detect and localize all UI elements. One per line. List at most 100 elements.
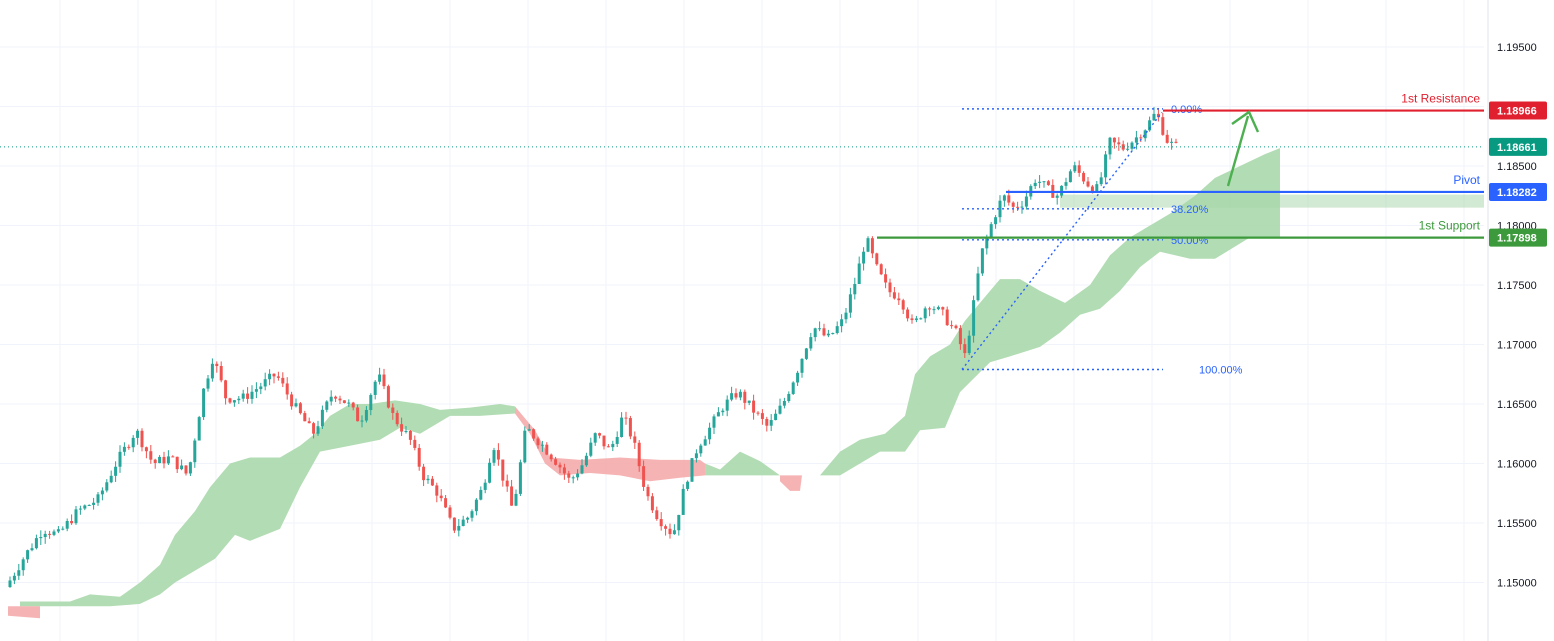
- candle-body: [39, 537, 43, 539]
- candle-body: [1038, 181, 1042, 183]
- arrow-shaft: [1226, 115, 1250, 187]
- candle-body: [1082, 172, 1086, 182]
- candle-body: [549, 454, 553, 460]
- candle-body: [954, 325, 958, 329]
- candle-body: [571, 477, 575, 479]
- candle-body: [633, 436, 637, 443]
- candle-body: [140, 430, 144, 448]
- candle-body: [928, 308, 932, 310]
- candle-body: [26, 550, 30, 560]
- candle-body: [329, 396, 333, 402]
- candle-body: [52, 531, 56, 535]
- candle-body: [1016, 206, 1020, 208]
- candle-body: [153, 459, 157, 464]
- candle-body: [457, 525, 461, 531]
- fib-label: 38.20%: [1171, 204, 1209, 216]
- candle-body: [800, 358, 804, 373]
- pivot-badge-label: 1.18282: [1497, 187, 1537, 199]
- candle-body: [422, 466, 426, 481]
- candle-body: [87, 504, 91, 506]
- y-tick-label: 1.15500: [1497, 518, 1537, 530]
- candle-body: [972, 300, 976, 336]
- candle-body: [210, 363, 214, 379]
- candle-body: [228, 398, 232, 403]
- candle-body: [1011, 202, 1015, 207]
- candle-body: [862, 251, 866, 264]
- candle-body: [21, 559, 25, 571]
- candle-body: [989, 224, 993, 238]
- candle-body: [1042, 181, 1046, 183]
- candles: [8, 107, 1178, 588]
- candle-body: [1046, 181, 1050, 185]
- candle-body: [175, 456, 179, 470]
- candle-body: [672, 530, 676, 535]
- candle-body: [870, 238, 874, 254]
- candle-body: [303, 413, 307, 422]
- candle-body: [936, 307, 940, 310]
- candle-body: [426, 478, 430, 481]
- candle-body: [1165, 134, 1169, 143]
- candle-body: [567, 473, 571, 478]
- candle-body: [879, 264, 883, 275]
- candle-body: [1095, 184, 1099, 192]
- resistance-label: 1st Resistance: [1401, 92, 1480, 106]
- candle-body: [659, 519, 663, 527]
- candle-body: [1007, 195, 1011, 203]
- candle-body: [496, 450, 500, 460]
- candle-body: [435, 485, 439, 496]
- candle-body: [114, 466, 118, 476]
- candle-body: [690, 458, 694, 482]
- candle-body: [554, 459, 558, 465]
- cloud-bull-segment: [20, 400, 515, 607]
- candle-body: [312, 423, 316, 434]
- candle-body: [756, 412, 760, 414]
- y-tick-label: 1.17000: [1497, 340, 1537, 352]
- candle-body: [382, 374, 386, 387]
- pivot-label: Pivot: [1453, 173, 1480, 187]
- candle-body: [219, 366, 223, 381]
- last-price-badge-label: 1.18661: [1497, 142, 1537, 154]
- candle-body: [334, 396, 338, 399]
- candle-body: [1108, 137, 1112, 155]
- candle-body: [136, 430, 140, 438]
- candle-body: [668, 528, 672, 535]
- candle-body: [263, 379, 267, 387]
- candle-body: [215, 363, 219, 367]
- candle-body: [8, 580, 12, 588]
- candle-body: [281, 377, 285, 384]
- candle-body: [791, 382, 795, 394]
- candle-body: [268, 373, 272, 380]
- candle-body: [782, 400, 786, 406]
- candle-body: [193, 440, 197, 463]
- candle-body: [1055, 195, 1059, 198]
- candle-body: [818, 328, 822, 330]
- candle-body: [646, 486, 650, 497]
- y-tick-label: 1.17500: [1497, 280, 1537, 292]
- candle-body: [1068, 171, 1072, 183]
- candle-body: [778, 405, 782, 414]
- y-tick-label: 1.16000: [1497, 459, 1537, 471]
- candle-body: [188, 462, 192, 474]
- support-badge: [1489, 228, 1547, 247]
- candle-body: [589, 442, 593, 456]
- candle-body: [1112, 137, 1116, 143]
- candle-body: [919, 318, 923, 320]
- candle-body: [712, 416, 716, 428]
- cloud-bear-segment: [515, 406, 705, 482]
- candle-body: [699, 445, 703, 454]
- candle-body: [488, 462, 492, 483]
- candle-body: [901, 300, 905, 310]
- price-axis[interactable]: 1.195001.190001.185001.180001.175001.170…: [1487, 0, 1547, 641]
- candle-body: [628, 418, 632, 437]
- support-label: 1st Support: [1419, 219, 1481, 233]
- candle-body: [307, 421, 311, 424]
- candle-body: [158, 456, 162, 464]
- candle-body: [338, 398, 342, 401]
- candle-body: [162, 456, 166, 464]
- candle-body: [109, 475, 113, 483]
- candle-body: [1126, 148, 1130, 150]
- candle-body: [1073, 165, 1077, 172]
- candle-body: [180, 465, 184, 470]
- candle-body: [637, 442, 641, 467]
